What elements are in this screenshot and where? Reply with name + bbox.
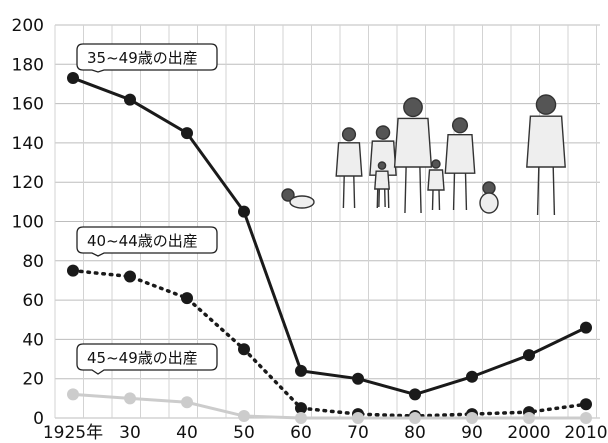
y-tick-label: 100	[12, 213, 44, 233]
data-point	[124, 93, 136, 106]
x-tick-label: 2010	[564, 423, 607, 443]
x-tick-label: 60	[290, 423, 312, 443]
y-tick-label: 40	[22, 330, 44, 350]
person-figure	[427, 159, 445, 211]
y-tick-label: 180	[12, 55, 44, 75]
person-figure	[393, 97, 433, 214]
data-point	[295, 364, 307, 377]
data-point	[352, 372, 364, 385]
y-tick-label: 120	[12, 173, 44, 193]
data-point	[124, 270, 136, 283]
baby-figure	[281, 188, 315, 209]
data-point	[238, 205, 250, 218]
x-tick-label: 2000	[507, 423, 550, 443]
data-point	[409, 388, 421, 401]
person-figure	[335, 127, 363, 209]
person-figure	[374, 161, 390, 208]
series-label-callout: 40~44歳の出産	[76, 226, 218, 257]
series-label-callout: 45~49歳の出産	[76, 343, 218, 375]
x-tick-label: 70	[347, 423, 369, 443]
x-axis-labels: 1925年 30 40 50 60 70 80 90 2000 2010	[43, 423, 608, 443]
y-tick-label: 160	[12, 95, 44, 115]
x-tick-label: 50	[233, 423, 255, 443]
x-tick-label: 80	[404, 423, 426, 443]
data-point	[409, 412, 421, 424]
data-point	[523, 412, 535, 424]
data-point	[238, 410, 250, 423]
y-tick-label: 140	[12, 134, 44, 154]
series-name-label: 45~49歳の出産	[87, 349, 198, 367]
series-layer	[67, 72, 592, 424]
data-point	[466, 412, 478, 424]
y-tick-label: 20	[22, 370, 44, 390]
x-tick-label: 40	[176, 423, 198, 443]
series-callouts: 35~49歳の出産 40~44歳の出産 45~49歳の出産	[76, 43, 218, 375]
series-label-callout: 35~49歳の出産	[76, 43, 218, 73]
data-point	[181, 396, 193, 409]
y-tick-label: 60	[22, 291, 44, 311]
data-point	[580, 412, 592, 424]
data-point	[352, 412, 364, 424]
data-point	[580, 398, 592, 411]
data-point	[580, 321, 592, 334]
series-line-2	[72, 392, 586, 420]
data-point	[124, 392, 136, 405]
data-point	[67, 388, 79, 401]
data-point	[523, 349, 535, 362]
person-figure	[444, 117, 476, 211]
y-tick-label: 200	[12, 16, 44, 36]
baby-figure	[479, 181, 499, 214]
y-axis-labels: 0 20 40 60 80 100 120 140 160 180 200	[12, 16, 44, 429]
series-name-label: 40~44歳の出産	[87, 232, 198, 250]
x-tick-label: 1925年	[43, 423, 103, 443]
series-name-label: 35~49歳の出産	[87, 49, 198, 67]
person-figure	[526, 94, 566, 216]
data-point	[466, 370, 478, 383]
data-point	[67, 72, 79, 85]
y-tick-label: 80	[22, 252, 44, 272]
series-line-1	[71, 268, 588, 418]
series-line-0	[72, 76, 587, 396]
family-illustration	[281, 94, 566, 216]
data-point	[181, 292, 193, 305]
x-tick-label: 30	[119, 423, 141, 443]
x-tick-label: 90	[461, 423, 483, 443]
y-tick-label: 0	[33, 409, 44, 429]
data-point	[295, 402, 307, 415]
data-point	[181, 127, 193, 140]
data-point	[67, 264, 79, 277]
data-point	[238, 343, 250, 356]
data-point	[295, 412, 307, 424]
